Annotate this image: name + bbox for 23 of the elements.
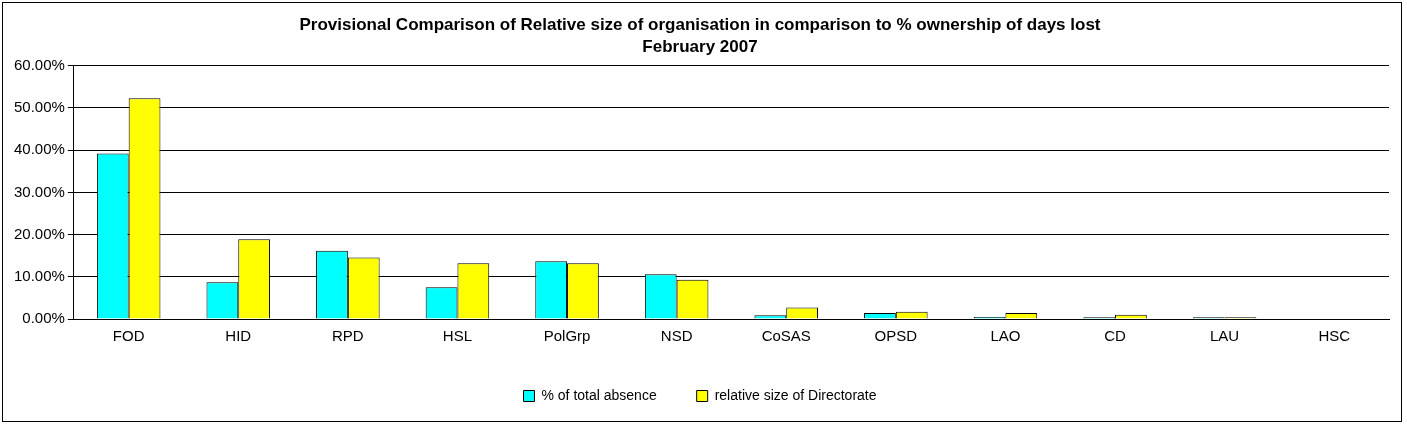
y-tick-label: 30.00% [14, 182, 65, 200]
y-tick-label: 10.00% [14, 266, 65, 284]
y-tick-label: 60.00% [14, 55, 65, 73]
x-tick-label: LAO [990, 327, 1021, 345]
y-tick-label: 40.00% [14, 140, 65, 158]
x-tick-label: NSD [660, 327, 693, 345]
x-tick-label: PolGrp [543, 327, 591, 345]
chart-title: Provisional Comparison of Relative size of organisation in comparison to % ownership of days lost [299, 14, 1101, 34]
chart-subtitle: February 2007 [642, 37, 758, 57]
x-tick-label: CoSAS [761, 327, 811, 345]
legend-label: % of total absence [541, 386, 657, 403]
x-tick-label: LAU [1210, 327, 1240, 345]
x-tick-label: OPSD [874, 327, 918, 345]
y-tick-label: 20.00% [14, 224, 65, 242]
y-tick-label: 50.00% [14, 98, 65, 116]
x-tick-label: HID [225, 327, 252, 345]
x-tick-label: CD [1104, 327, 1127, 345]
x-tick-label: HSC [1318, 327, 1351, 345]
y-tick-label: 0.00% [22, 309, 65, 327]
x-tick-label: HSL [442, 327, 473, 345]
legend-label: relative size of Directorate [714, 386, 877, 403]
x-tick-label: FOD [112, 327, 145, 345]
x-tick-label: RPD [332, 327, 364, 345]
